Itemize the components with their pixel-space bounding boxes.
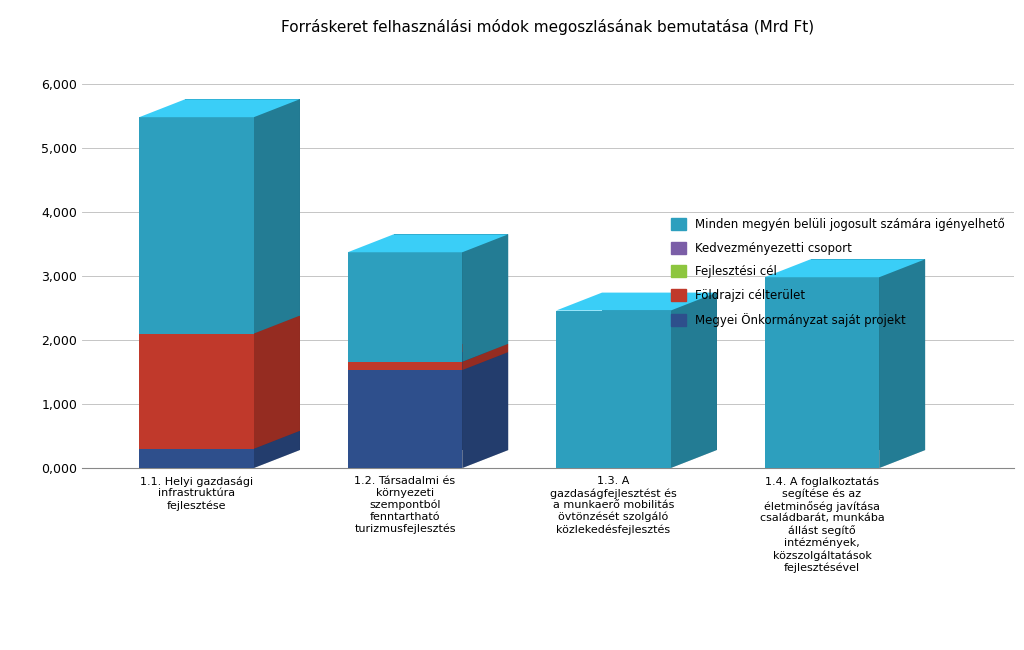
Bar <box>139 448 254 468</box>
Polygon shape <box>880 259 925 468</box>
Polygon shape <box>765 259 925 278</box>
Bar <box>348 252 463 362</box>
Polygon shape <box>393 344 508 352</box>
Polygon shape <box>348 235 508 252</box>
Legend: Minden megyén belüli jogosult számára igényelhető, Kedvezményezetti csoport, Fej: Minden megyén belüli jogosult számára ig… <box>666 212 1011 333</box>
Polygon shape <box>393 352 508 450</box>
Bar <box>765 278 880 468</box>
Polygon shape <box>463 352 508 468</box>
Polygon shape <box>185 99 300 316</box>
Polygon shape <box>254 99 300 333</box>
Polygon shape <box>463 235 508 362</box>
Polygon shape <box>185 431 300 450</box>
Polygon shape <box>671 292 717 468</box>
Polygon shape <box>139 99 300 117</box>
Polygon shape <box>139 450 300 468</box>
Polygon shape <box>811 259 925 450</box>
Bar <box>556 311 671 468</box>
Polygon shape <box>348 450 508 468</box>
Bar <box>348 362 463 370</box>
Title: Forráskeret felhasználási módok megoszlásának bemutatása (Mrd Ft): Forráskeret felhasználási módok megoszlá… <box>282 19 814 34</box>
Polygon shape <box>602 292 717 450</box>
Polygon shape <box>254 316 300 448</box>
Bar <box>348 370 463 468</box>
Polygon shape <box>463 344 508 370</box>
Polygon shape <box>556 450 717 468</box>
Polygon shape <box>765 450 925 468</box>
Polygon shape <box>556 292 717 311</box>
Polygon shape <box>393 235 508 344</box>
Polygon shape <box>185 316 300 431</box>
Bar <box>139 333 254 448</box>
Bar <box>139 117 254 333</box>
Polygon shape <box>254 431 300 468</box>
